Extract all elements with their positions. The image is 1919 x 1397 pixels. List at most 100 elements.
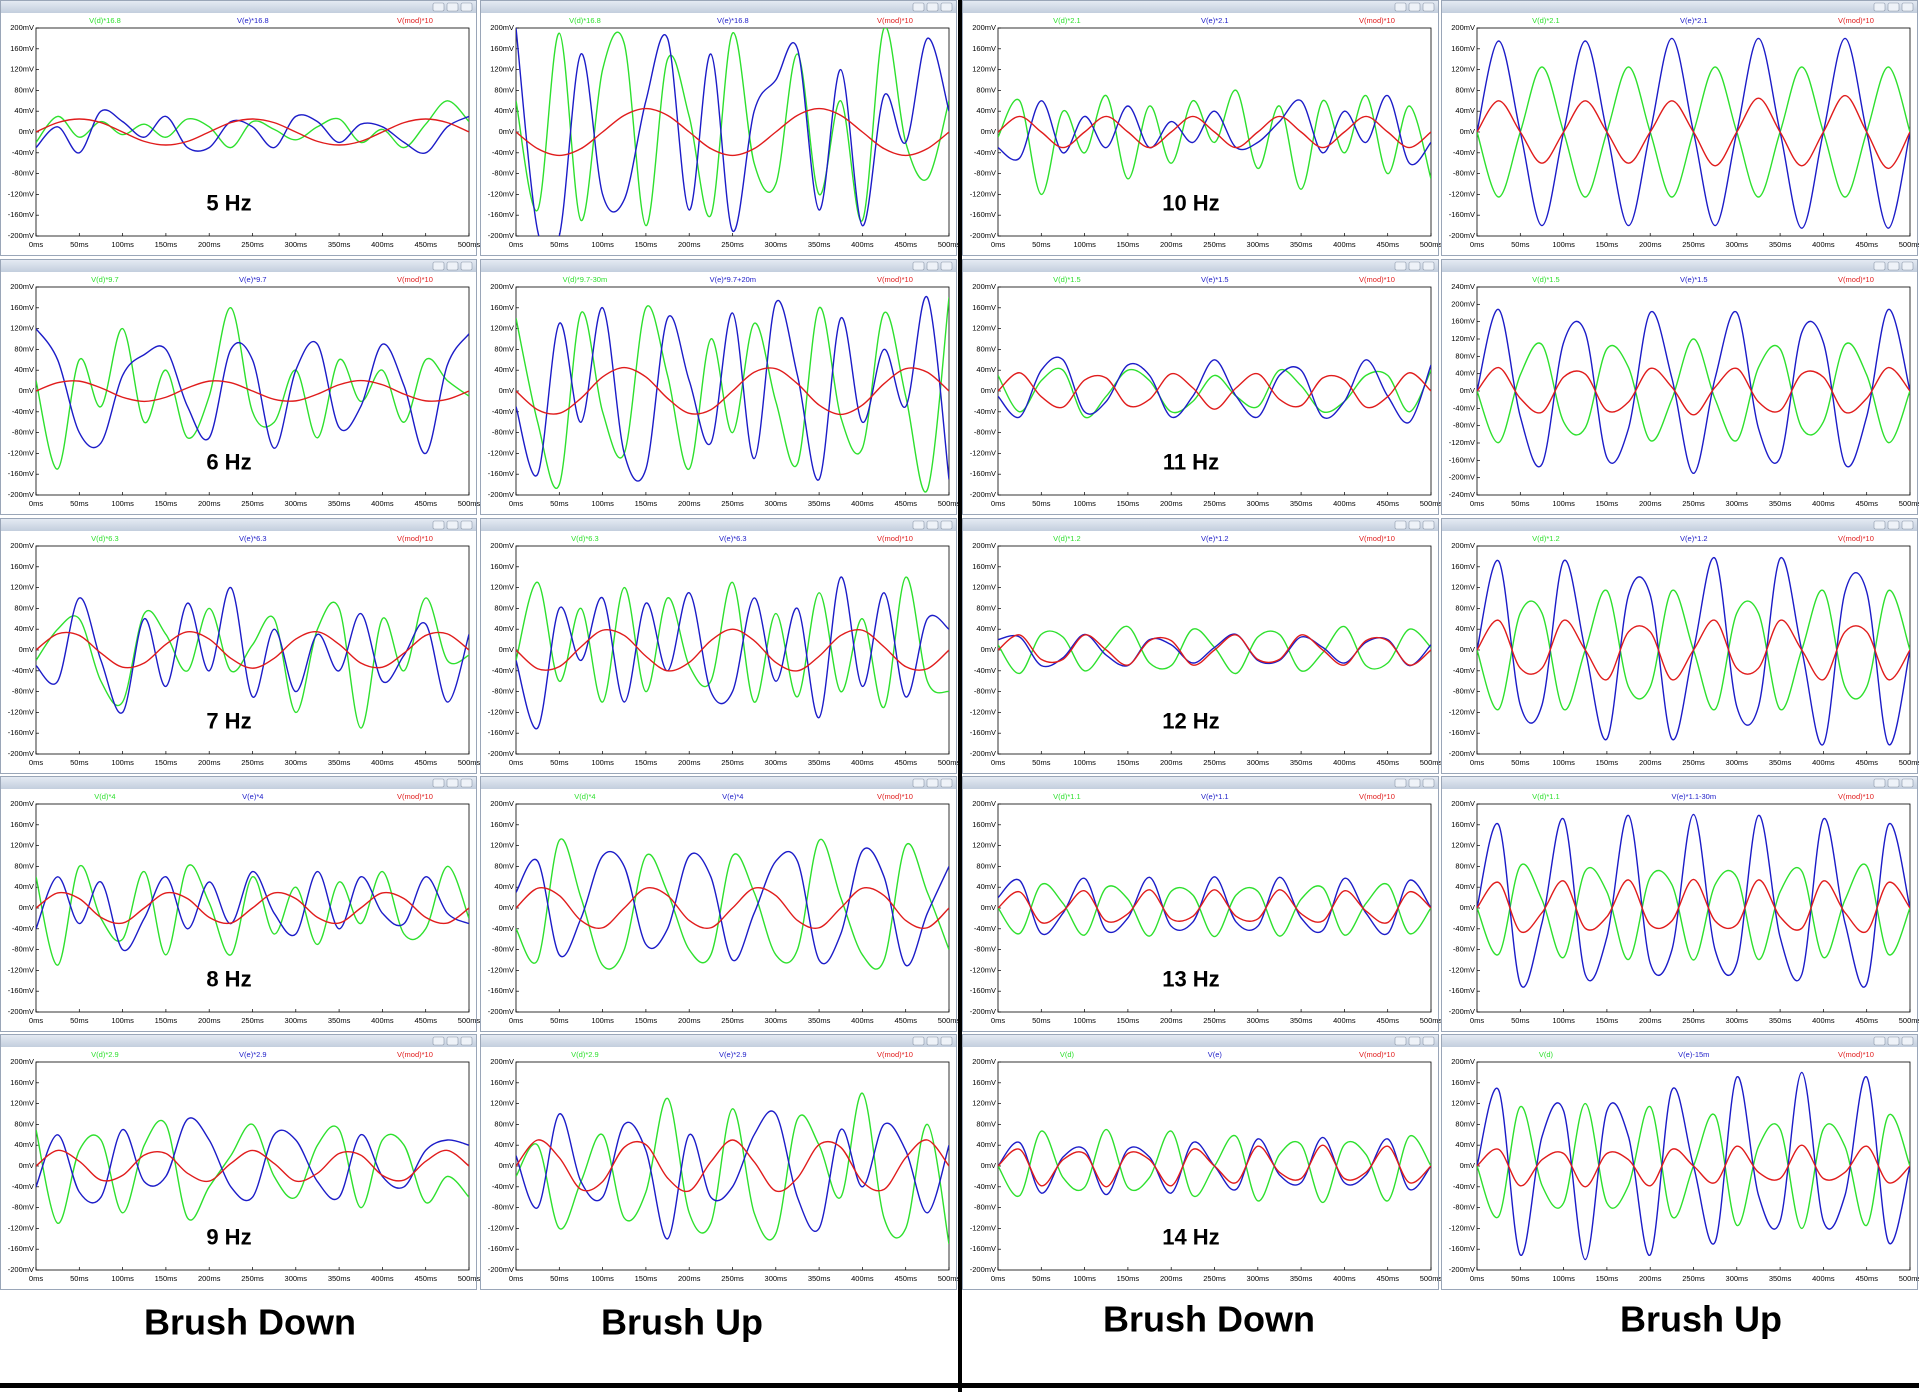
legend-entry: V(mod)*10 (1359, 534, 1395, 543)
x-tick-label: 0ms (509, 1274, 523, 1283)
y-tick-label: 160mV (10, 562, 34, 571)
y-tick-label: 80mV (494, 603, 514, 612)
x-tick-label: 450ms (1855, 240, 1878, 249)
title-bar (963, 1035, 1438, 1047)
window-button (1888, 779, 1899, 787)
x-tick-label: 400ms (851, 240, 874, 249)
x-tick-label: 50ms (1511, 1274, 1530, 1283)
title-bar (1442, 1035, 1917, 1047)
legend-entry: V(mod)*10 (1359, 275, 1395, 284)
y-tick-label: 120mV (1451, 583, 1475, 592)
y-tick-label: -200mV (1449, 473, 1475, 482)
y-tick-label: -160mV (8, 728, 34, 737)
y-tick-label: 160mV (10, 820, 34, 829)
y-tick-label: -40mV (492, 1182, 514, 1191)
y-tick-label: 200mV (10, 23, 34, 32)
window-button (1409, 262, 1420, 270)
x-tick-label: 250ms (1682, 499, 1705, 508)
x-tick-label: 500ms (938, 240, 961, 249)
x-tick-label: 0ms (991, 1016, 1005, 1025)
y-tick-label: 120mV (1451, 334, 1475, 343)
window-button (941, 779, 952, 787)
window-button (1409, 1037, 1420, 1045)
window-button (433, 1037, 444, 1045)
y-tick-label: 200mV (972, 799, 996, 808)
legend-entry: V(d)*9.7 (91, 275, 119, 284)
window-button (913, 521, 924, 529)
legend-entry: V(d)*2.1 (1053, 16, 1081, 25)
y-tick-label: 40mV (14, 882, 34, 891)
x-tick-label: 350ms (1769, 240, 1792, 249)
y-tick-label: -120mV (8, 189, 34, 198)
y-tick-label: -80mV (974, 687, 996, 696)
title-bar (1442, 519, 1917, 531)
x-tick-label: 150ms (635, 1016, 658, 1025)
x-tick-label: 300ms (765, 499, 788, 508)
x-tick-label: 250ms (241, 758, 264, 767)
x-tick-label: 500ms (938, 499, 961, 508)
x-tick-label: 250ms (1682, 1016, 1705, 1025)
x-tick-label: 350ms (1290, 1016, 1313, 1025)
y-tick-label: -200mV (1449, 1265, 1475, 1274)
y-tick-label: 160mV (1451, 820, 1475, 829)
window-button (1874, 1037, 1885, 1045)
x-tick-label: 450ms (894, 1274, 917, 1283)
y-tick-label: -120mV (1449, 1223, 1475, 1232)
x-tick-label: 400ms (371, 758, 394, 767)
window-button (461, 779, 472, 787)
y-tick-label: -120mV (1449, 189, 1475, 198)
y-tick-label: 80mV (14, 1119, 34, 1128)
y-tick-label: -160mV (8, 986, 34, 995)
y-tick-label: -80mV (1453, 945, 1475, 954)
window-button (433, 521, 444, 529)
y-tick-label: 0mV (981, 386, 996, 395)
x-tick-label: 450ms (1376, 1016, 1399, 1025)
x-tick-label: 450ms (1376, 499, 1399, 508)
y-tick-label: 200mV (1451, 799, 1475, 808)
y-tick-label: -40mV (12, 1182, 34, 1191)
x-tick-label: 200ms (678, 758, 701, 767)
x-tick-label: 200ms (1639, 240, 1662, 249)
legend-entry: V(mod)*10 (397, 275, 433, 284)
x-tick-label: 150ms (635, 240, 658, 249)
y-tick-label: 200mV (490, 282, 514, 291)
plot-window: 200mV160mV120mV80mV40mV0mV-40mV-80mV-120… (1, 777, 481, 1032)
x-tick-label: 350ms (1769, 758, 1792, 767)
window-button (1888, 3, 1899, 11)
plot-window: 200mV160mV120mV80mV40mV0mV-40mV-80mV-120… (963, 777, 1443, 1032)
y-tick-label: 40mV (14, 1140, 34, 1149)
y-tick-label: 120mV (490, 583, 514, 592)
legend-entry: V(e)*2.9 (239, 1050, 267, 1059)
y-tick-label: 120mV (10, 1099, 34, 1108)
y-tick-label: -40mV (492, 666, 514, 675)
y-tick-label: 80mV (1455, 85, 1475, 94)
window-button (1888, 1037, 1899, 1045)
y-tick-label: 0mV (499, 645, 514, 654)
y-tick-label: -160mV (970, 469, 996, 478)
x-tick-label: 500ms (1899, 499, 1919, 508)
legend-entry: V(e)*1.1 (1201, 792, 1229, 801)
y-tick-label: -40mV (974, 1182, 996, 1191)
x-tick-label: 50ms (550, 758, 569, 767)
y-tick-label: 80mV (14, 85, 34, 94)
title-bar (1, 260, 476, 272)
x-tick-label: 200ms (678, 499, 701, 508)
annotation: 5 Hz (206, 191, 251, 216)
x-tick-label: 500ms (938, 1016, 961, 1025)
y-tick-label: 80mV (1455, 861, 1475, 870)
annotation: 12 Hz (1162, 709, 1219, 734)
y-tick-label: 0mV (499, 127, 514, 136)
legend-entry: V(d)*1.5 (1532, 275, 1560, 284)
x-tick-label: 250ms (1203, 1274, 1226, 1283)
y-tick-label: 200mV (1451, 541, 1475, 550)
plot-area (36, 1062, 469, 1270)
legend-entry: V(mod)*10 (397, 534, 433, 543)
plot-window: 200mV160mV120mV80mV40mV0mV-40mV-80mV-120… (1, 519, 481, 774)
y-tick-label: 160mV (972, 820, 996, 829)
x-tick-label: 450ms (1376, 758, 1399, 767)
x-tick-label: 350ms (808, 758, 831, 767)
y-tick-label: -40mV (974, 407, 996, 416)
y-tick-label: 80mV (1455, 1119, 1475, 1128)
y-tick-label: 200mV (490, 1057, 514, 1066)
x-tick-label: 400ms (851, 1016, 874, 1025)
